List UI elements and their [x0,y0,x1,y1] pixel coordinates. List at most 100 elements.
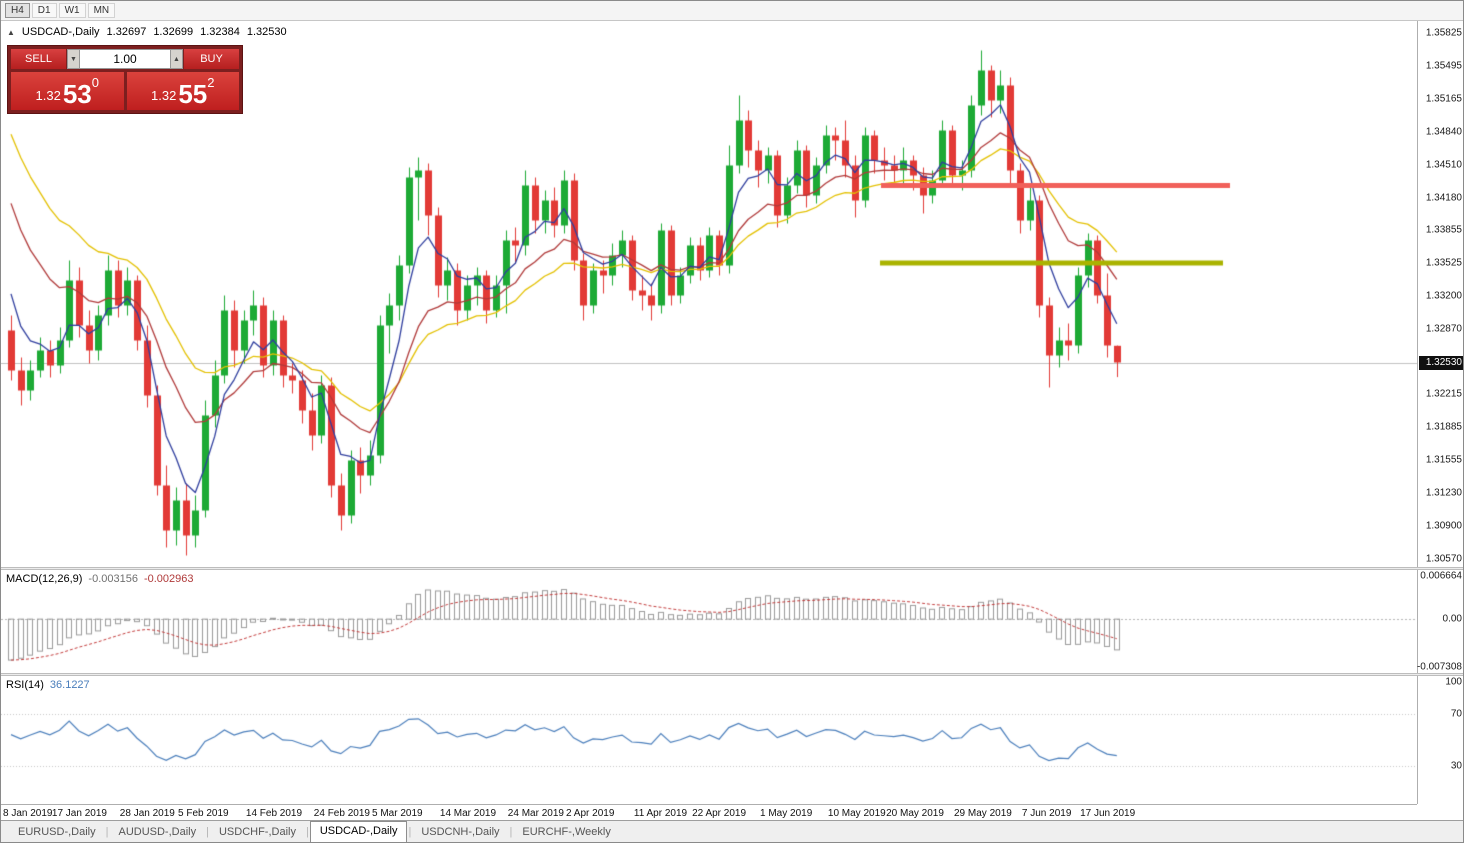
date-axis-label: 5 Mar 2019 [372,808,423,819]
rsi-scale-label: 70 [1450,708,1462,720]
price-scale-label: 1.33200 [1425,290,1462,301]
bar-low-value: 1.32384 [200,26,240,38]
sell-price-pips: 53 [62,78,92,109]
price-scale-label: 1.33855 [1425,224,1462,236]
date-axis-label: 10 May 2019 [827,808,886,819]
price-scale-label: 1.35165 [1425,93,1462,105]
volume-input[interactable]: 1.00 [80,49,170,69]
macd-scale[interactable]: 0.006664 0.00 -0.007308 [1416,570,1463,673]
symbol-tab-eurchf[interactable]: EURCHF-,Weekly [522,826,611,838]
macd-name: MACD(12,26,9) [6,573,83,585]
macd-title: MACD(12,26,9) -0.003156 -0.002963 [6,573,194,585]
buy-price-point: 2 [207,75,215,90]
macd-scale-label: -0.007308 [1416,661,1462,673]
date-axis-label: 20 May 2019 [886,808,944,819]
one-click-trading-panel: SELL ▼ 1.00 ▲ BUY 1.32 53 0 1.32 55 2 [7,45,243,114]
price-scale-label: 1.35495 [1425,60,1462,72]
date-axis-label: 2 Apr 2019 [566,808,615,819]
rsi-title: RSI(14) 36.1227 [6,679,90,691]
price-scale-label: 1.31555 [1425,454,1462,466]
date-axis-label: 5 Feb 2019 [178,808,229,819]
symbol-tab-usdchf[interactable]: USDCHF-,Daily [218,826,296,838]
price-scale-label: 1.32870 [1425,323,1462,334]
symbol-tab-usdcad[interactable]: USDCAD-,Daily [309,821,408,842]
collapse-trade-panel-icon[interactable]: ▲ [7,27,15,37]
chart-tab-bar: EURUSD-,Daily | AUDUSD-,Daily | USDCHF-,Dail… [1,820,1463,842]
date-axis-label: 14 Mar 2019 [439,808,497,819]
rsi-scale-label: 100 [1445,676,1462,688]
price-scale-label: 1.33525 [1425,257,1462,269]
macd-signal-value: -0.002963 [143,573,194,585]
date-axis-label: 24 Mar 2019 [507,808,564,819]
date-axis-label: 28 Jan 2019 [119,808,175,819]
symbol-tab-eurusd[interactable]: EURUSD-,Daily [18,826,96,838]
sell-price-point: 0 [91,75,99,90]
tab-separator: | [105,826,109,838]
current-price-tag: 1.32530 [1419,355,1463,370]
date-axis-label: 14 Feb 2019 [245,808,303,819]
chart-symbol-label: USDCAD-,Daily [21,26,100,38]
rsi-panel: RSI(14) 36.1227 100 70 30 [1,676,1463,804]
period-button-w1[interactable]: W1 [58,3,86,18]
volume-increase-icon[interactable]: ▲ [170,49,183,69]
price-scale-label: 1.30570 [1425,553,1462,564]
price-scale-label: 1.34510 [1425,159,1462,170]
volume-decrease-icon[interactable]: ▼ [67,49,80,69]
time-axis[interactable]: 8 Jan 2019 17 Jan 2019 28 Jan 2019 5 Feb 20… [1,804,1417,822]
rsi-value: 36.1227 [49,679,90,691]
date-axis-label: 8 Jan 2019 [3,808,53,819]
date-axis-label: 1 May 2019 [760,808,813,819]
period-button-d1[interactable]: D1 [31,3,57,18]
panel-splitter[interactable] [1,673,1463,676]
date-axis-label: 29 May 2019 [954,808,1012,819]
price-scale[interactable]: 1.32530 1.35825 1.35495 1.35165 1.34840 1.34… [1417,21,1463,567]
panel-splitter[interactable] [1,567,1463,570]
tab-separator: | [305,826,309,838]
price-scale-label: 1.35825 [1425,27,1462,39]
symbol-tab-audusd[interactable]: AUDUSD-,Daily [118,826,197,838]
buy-button[interactable]: BUY [184,49,239,69]
period-button-group: H4 D1 W1 MN [5,3,116,18]
chart-window: ▲ USDCAD-,Daily 1.32697 1.32699 1.32384 … [1,21,1463,822]
rsi-chart-canvas[interactable] [1,676,1417,804]
bar-high-value: 1.32699 [153,26,194,38]
period-button-mn[interactable]: MN [87,3,116,18]
period-button-h4[interactable]: H4 [5,3,30,18]
date-axis-label: 7 Jun 2019 [1021,808,1072,819]
volume-box: ▼ 1.00 ▲ [67,49,183,69]
buy-price-pips: 55 [178,78,208,109]
sell-price-button[interactable]: 1.32 53 0 [11,72,124,110]
sell-price-base: 1.32 [35,88,61,103]
timeframe-toolbar: H4 D1 W1 MN [1,1,1463,21]
symbol-tab-usdcnh[interactable]: USDCNH-,Daily [421,826,500,838]
macd-chart-canvas[interactable] [1,570,1417,673]
price-scale-label: 1.32215 [1425,388,1462,400]
bar-open-value: 1.32697 [106,26,147,38]
tab-separator: | [509,826,513,838]
macd-main-value: -0.003156 [88,573,138,585]
rsi-scale-label: 30 [1450,760,1462,772]
price-scale-label: 1.31885 [1425,421,1462,433]
date-axis-label: 17 Jan 2019 [51,808,107,819]
date-axis-label: 24 Feb 2019 [313,808,370,819]
rsi-name: RSI(14) [6,679,44,691]
sell-button[interactable]: SELL [11,49,66,69]
bar-close-value: 1.32530 [246,26,287,38]
date-axis-label: 17 Jun 2019 [1080,808,1136,819]
price-scale-label: 1.34180 [1425,192,1462,203]
buy-price-base: 1.32 [151,88,177,103]
price-panel: ▲ USDCAD-,Daily 1.32697 1.32699 1.32384 … [1,21,1463,567]
tab-separator: | [206,826,209,838]
chart-ohlc-title: ▲ USDCAD-,Daily 1.32697 1.32699 1.32384 … [7,26,287,38]
price-scale-label: 1.34840 [1425,126,1462,137]
tab-separator: | [408,826,412,838]
macd-scale-label: 0.00 [1442,613,1462,625]
price-scale-label: 1.30900 [1425,520,1462,531]
macd-scale-label: 0.006664 [1420,570,1462,582]
date-axis-label: 22 Apr 2019 [692,808,747,819]
buy-price-button[interactable]: 1.32 55 2 [126,72,239,110]
date-axis-label: 11 Apr 2019 [633,808,688,819]
rsi-scale[interactable]: 100 70 30 [1417,676,1463,804]
price-scale-label: 1.31230 [1425,487,1462,498]
